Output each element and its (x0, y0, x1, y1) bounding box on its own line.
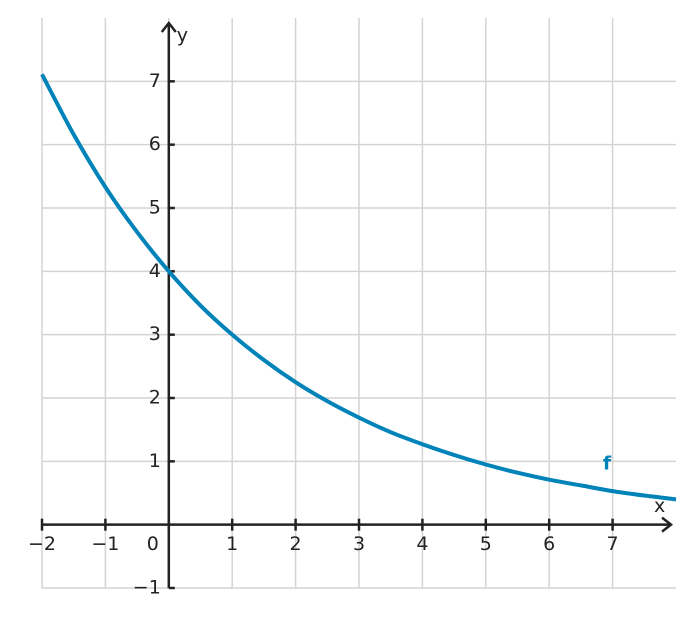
x-tick-label: 5 (480, 533, 492, 555)
x-tick-label: 0 (147, 533, 159, 555)
y-tick-label: 7 (149, 70, 161, 92)
x-tick-label: 7 (607, 533, 619, 555)
x-tick-label: 3 (353, 533, 365, 555)
x-axis-label: x (654, 495, 665, 517)
curve (40, 73, 677, 502)
y-tick-label: 1 (149, 450, 161, 472)
x-tick-label: 2 (290, 533, 302, 555)
x-tick-label: −2 (28, 533, 56, 555)
y-tick-label: 4 (149, 260, 161, 282)
x-axis-arrow (661, 516, 674, 533)
y-tick-label: 6 (149, 133, 161, 155)
x-tick-label: 1 (226, 533, 238, 555)
y-axis-label: y (177, 25, 188, 47)
y-axis-arrow (160, 20, 177, 33)
x-tick-label: −1 (91, 533, 119, 555)
y-tick-label: −1 (133, 577, 161, 599)
y-tick-label: 3 (149, 323, 161, 345)
x-tick-label: 6 (543, 533, 555, 555)
y-tick-label: 5 (149, 197, 161, 219)
x-tick-label: 4 (416, 533, 428, 555)
curve-label: f (603, 453, 612, 475)
y-tick-label: 2 (149, 387, 161, 409)
